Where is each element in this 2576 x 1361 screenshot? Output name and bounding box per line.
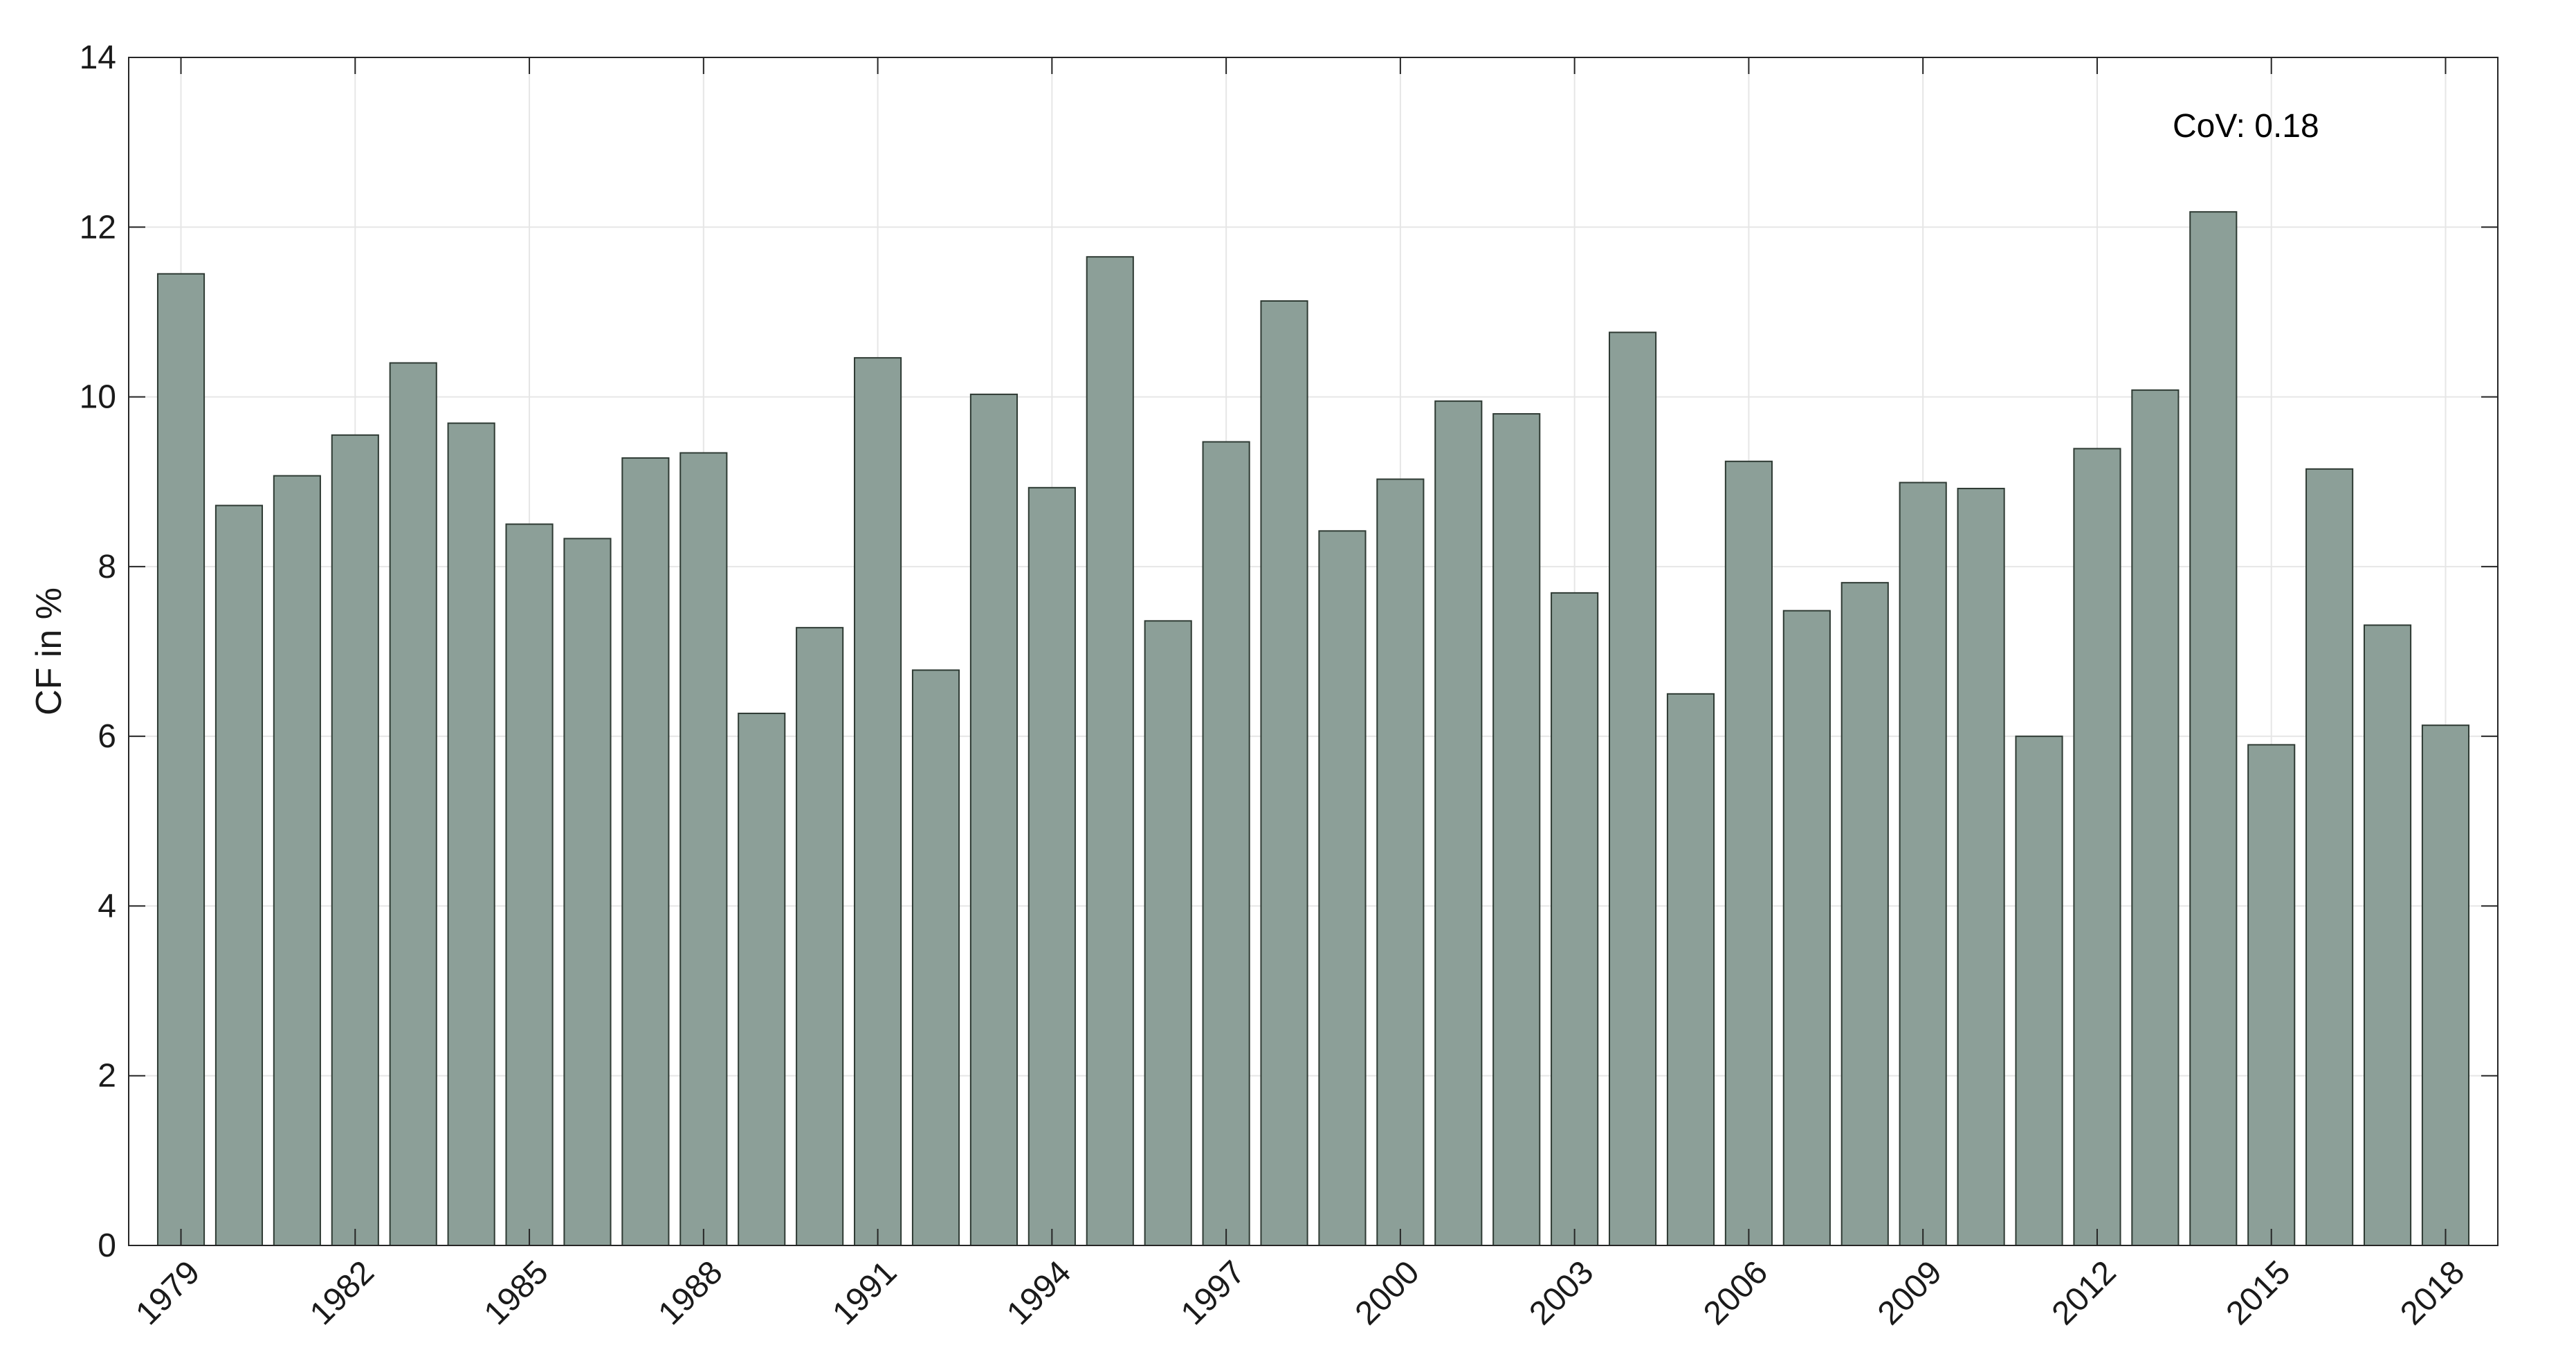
bar-1990 <box>796 627 844 1246</box>
y-axis-tick-labels: 0 2 4 6 8 10 12 14 <box>80 39 116 1264</box>
bar-1987 <box>621 457 670 1246</box>
bar-1998 <box>1260 300 1308 1246</box>
x-tick-label: 1994 <box>1000 1254 1078 1332</box>
x-tick-label: 1985 <box>477 1254 556 1332</box>
bar-2018 <box>2421 724 2470 1247</box>
axis-ticks <box>129 57 2498 1246</box>
y-tick-label: 8 <box>98 549 116 585</box>
bar-2012 <box>2073 448 2121 1246</box>
x-tick-label: 1982 <box>303 1254 381 1332</box>
x-tick-label: 2000 <box>1349 1254 1427 1332</box>
y-tick-label: 4 <box>98 888 116 924</box>
y-tick-label: 2 <box>98 1058 116 1095</box>
bar-2000 <box>1376 478 1425 1246</box>
bar-2017 <box>2363 624 2412 1246</box>
y-tick-label: 6 <box>98 718 116 755</box>
bar-2014 <box>2189 211 2238 1247</box>
bar-1994 <box>1027 486 1076 1246</box>
bar-2001 <box>1434 400 1483 1246</box>
x-tick-label: 2015 <box>2220 1254 2298 1332</box>
bar-1995 <box>1086 256 1134 1247</box>
bar-1989 <box>738 713 786 1246</box>
bar-2007 <box>1782 610 1831 1246</box>
bar-2013 <box>2131 389 2180 1246</box>
x-tick-label: 2009 <box>1871 1254 1949 1332</box>
bar-1983 <box>389 362 437 1246</box>
y-tick-label: 14 <box>80 39 116 76</box>
bar-2003 <box>1551 592 1599 1246</box>
y-tick-label: 12 <box>80 209 116 246</box>
x-tick-label: 2012 <box>2045 1254 2123 1332</box>
bar-1980 <box>214 504 264 1246</box>
bar-2006 <box>1724 460 1773 1246</box>
bar-1986 <box>563 538 612 1246</box>
bar-1992 <box>911 669 960 1246</box>
y-tick-label: 0 <box>98 1227 116 1264</box>
y-axis-label: CF in % <box>29 587 69 715</box>
x-tick-label: 1979 <box>129 1254 207 1332</box>
x-axis-tick-labels: 1979 1982 1985 1988 1991 1994 1997 2000 2003 2006… <box>129 1254 2472 1332</box>
x-tick-label: 2003 <box>1522 1254 1600 1332</box>
bar-1993 <box>969 393 1018 1247</box>
bar-2015 <box>2247 744 2296 1246</box>
plot-area-frame <box>128 57 2499 1246</box>
bar-2011 <box>2015 736 2063 1246</box>
bar-1982 <box>331 434 379 1246</box>
x-tick-label: 1988 <box>652 1254 730 1332</box>
x-tick-label: 2006 <box>1697 1254 1775 1332</box>
bar-2005 <box>1666 693 1715 1246</box>
cov-annotation: CoV: 0.18 <box>2173 108 2319 145</box>
x-tick-label: 2018 <box>2393 1254 2472 1332</box>
bar-1996 <box>1144 620 1192 1246</box>
bar-1981 <box>273 475 321 1246</box>
bar-series <box>156 211 2470 1247</box>
bar-2008 <box>1840 582 1889 1246</box>
x-tick-label: 1997 <box>1174 1254 1252 1332</box>
bar-1988 <box>679 452 728 1246</box>
bar-2016 <box>2305 468 2354 1246</box>
bar-1999 <box>1318 530 1367 1246</box>
y-tick-label: 10 <box>80 379 116 416</box>
bar-2009 <box>1899 482 1947 1247</box>
bar-1979 <box>156 273 205 1247</box>
bar-2010 <box>1957 488 2005 1246</box>
bar-1984 <box>447 422 495 1246</box>
bar-2004 <box>1609 331 1657 1246</box>
bar-2002 <box>1492 413 1541 1246</box>
x-tick-label: 1991 <box>825 1254 904 1332</box>
bar-1991 <box>854 357 902 1246</box>
bar-1997 <box>1202 441 1250 1246</box>
bar-1985 <box>505 523 554 1246</box>
